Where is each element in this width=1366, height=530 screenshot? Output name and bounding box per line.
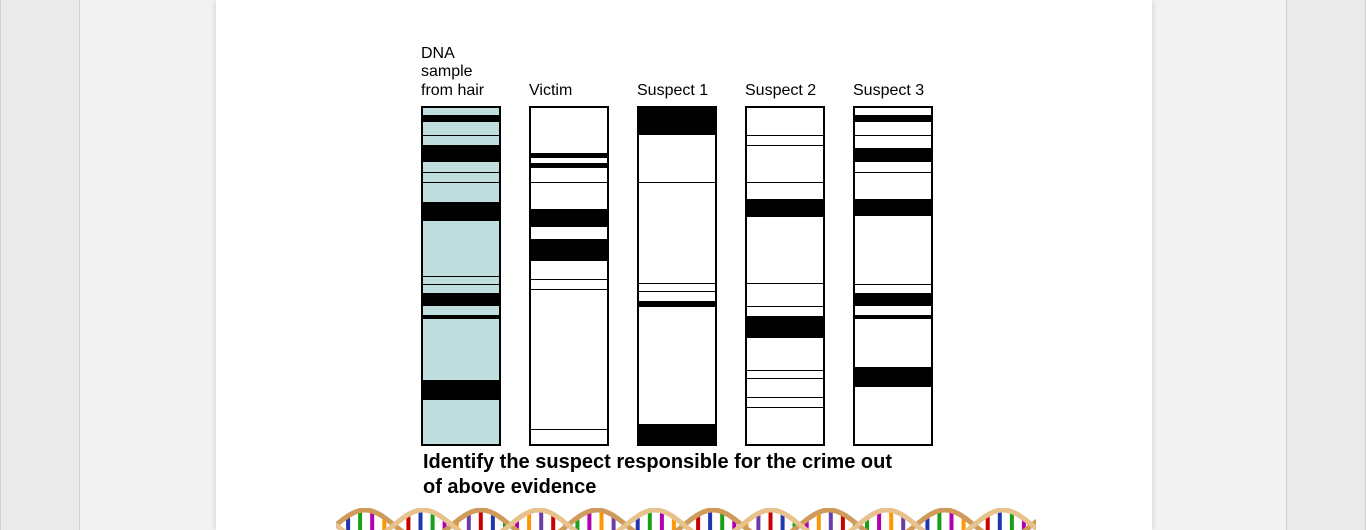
gel-hairline: [747, 370, 823, 371]
document-page: DNA sample from hair Victim Suspect 1 Suspe…: [216, 0, 1152, 530]
gel-hairline: [423, 172, 499, 173]
gel-band: [423, 293, 499, 306]
gel-hairline: [423, 276, 499, 277]
lane-label-hair: DNA sample from hair: [421, 44, 484, 100]
gel-hairline: [747, 397, 823, 398]
lane-col-victim: Victim: [529, 44, 609, 446]
gel-band: [531, 153, 607, 158]
lane-victim: [529, 106, 609, 446]
gel-band: [855, 293, 931, 306]
gel-hairline: [747, 407, 823, 408]
gel-hairline: [747, 182, 823, 183]
gel-hairline: [747, 283, 823, 284]
lane-suspect3: [853, 106, 933, 446]
lane-hair: [421, 106, 501, 446]
left-margin-column: [0, 0, 80, 530]
gel-band: [531, 163, 607, 168]
gel-hairline: [531, 182, 607, 183]
gel-band: [423, 202, 499, 220]
lane-col-suspect1: Suspect 1: [637, 44, 717, 446]
gel-band: [639, 301, 715, 307]
gel-band: [423, 115, 499, 122]
gel-hairline: [747, 306, 823, 307]
gel-hairline: [639, 182, 715, 183]
gel-band: [531, 239, 607, 261]
gel-hairline: [639, 291, 715, 292]
gel-hairline: [531, 279, 607, 280]
right-margin-column: [1286, 0, 1366, 530]
lane-label-suspect2: Suspect 2: [745, 44, 816, 100]
gel-band: [855, 115, 931, 122]
gel-hairline: [855, 135, 931, 136]
lane-suspect2: [745, 106, 825, 446]
lane-suspect1: [637, 106, 717, 446]
dna-helix-decoration: [336, 508, 1036, 530]
lane-label-suspect1: Suspect 1: [637, 44, 708, 100]
gel-hairline: [639, 283, 715, 284]
gel-band: [855, 315, 931, 319]
question-text: Identify the suspect responsible for the…: [423, 450, 892, 500]
gel-lanes-row: DNA sample from hair Victim Suspect 1 Suspe…: [421, 44, 933, 446]
gel-hairline: [855, 172, 931, 173]
gel-band: [855, 367, 931, 387]
gel-band: [639, 108, 715, 135]
gel-hairline: [423, 135, 499, 136]
gel-band: [423, 315, 499, 319]
gel-band: [423, 145, 499, 162]
lane-label-victim: Victim: [529, 44, 572, 100]
lane-col-suspect2: Suspect 2: [745, 44, 825, 446]
gel-band: [747, 199, 823, 217]
gel-band: [639, 424, 715, 444]
gel-hairline: [531, 289, 607, 290]
lane-col-suspect3: Suspect 3: [853, 44, 933, 446]
gel-band: [423, 380, 499, 400]
gel-hairline: [423, 284, 499, 285]
gel-hairline: [747, 145, 823, 146]
gel-hairline: [855, 284, 931, 285]
gel-hairline: [531, 429, 607, 430]
gel-hairline: [423, 182, 499, 183]
gel-hairline: [747, 378, 823, 379]
gel-band: [747, 316, 823, 338]
gel-band: [855, 148, 931, 162]
lane-label-suspect3: Suspect 3: [853, 44, 924, 100]
gel-band: [531, 209, 607, 227]
gel-band: [855, 199, 931, 216]
page-root: DNA sample from hair Victim Suspect 1 Suspe…: [0, 0, 1366, 530]
gel-hairline: [747, 135, 823, 136]
lane-col-hair: DNA sample from hair: [421, 44, 501, 446]
